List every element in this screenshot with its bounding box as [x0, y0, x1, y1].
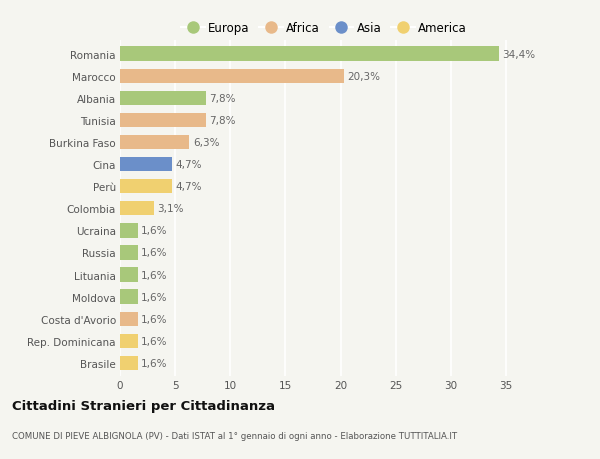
Text: 1,6%: 1,6% — [141, 226, 167, 236]
Bar — [120, 290, 137, 304]
Text: 4,7%: 4,7% — [175, 182, 202, 192]
Text: 1,6%: 1,6% — [141, 314, 167, 324]
Text: 3,1%: 3,1% — [157, 204, 184, 214]
Text: COMUNE DI PIEVE ALBIGNOLA (PV) - Dati ISTAT al 1° gennaio di ogni anno - Elabora: COMUNE DI PIEVE ALBIGNOLA (PV) - Dati IS… — [12, 431, 457, 441]
Text: 1,6%: 1,6% — [141, 358, 167, 368]
Bar — [120, 179, 172, 194]
Bar — [120, 202, 154, 216]
Legend: Europa, Africa, Asia, America: Europa, Africa, Asia, America — [176, 17, 472, 39]
Bar — [120, 135, 190, 150]
Bar — [120, 69, 344, 84]
Text: 1,6%: 1,6% — [141, 270, 167, 280]
Bar — [120, 157, 172, 172]
Bar — [120, 356, 137, 370]
Bar — [120, 246, 137, 260]
Text: 1,6%: 1,6% — [141, 336, 167, 346]
Text: 20,3%: 20,3% — [347, 72, 380, 82]
Text: 1,6%: 1,6% — [141, 292, 167, 302]
Text: 1,6%: 1,6% — [141, 248, 167, 258]
Bar — [120, 224, 137, 238]
Text: 6,3%: 6,3% — [193, 138, 219, 148]
Text: 34,4%: 34,4% — [503, 50, 536, 60]
Bar — [120, 334, 137, 348]
Bar — [120, 268, 137, 282]
Bar — [120, 91, 206, 106]
Bar — [120, 312, 137, 326]
Text: 7,8%: 7,8% — [209, 94, 236, 104]
Text: Cittadini Stranieri per Cittadinanza: Cittadini Stranieri per Cittadinanza — [12, 399, 275, 412]
Text: 7,8%: 7,8% — [209, 116, 236, 126]
Bar — [120, 47, 499, 62]
Bar — [120, 113, 206, 128]
Text: 4,7%: 4,7% — [175, 160, 202, 170]
